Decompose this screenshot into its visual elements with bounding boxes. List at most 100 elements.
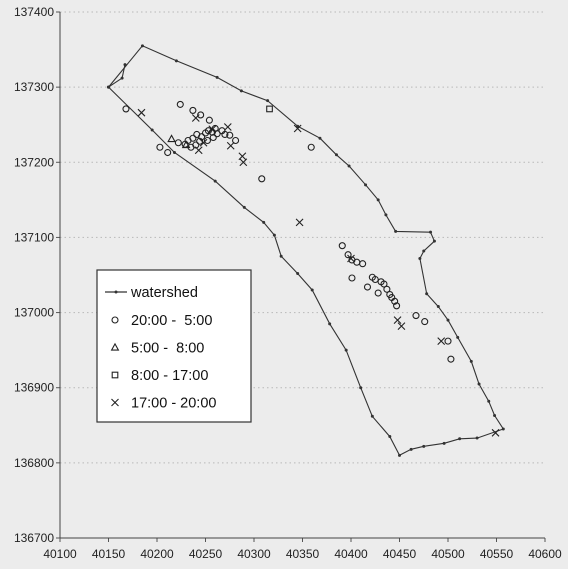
watershed-vertex [477, 382, 481, 386]
data-point-circle [421, 318, 429, 326]
watershed-vertex [422, 444, 426, 448]
watershed-vertex [359, 386, 363, 390]
legend-marker-circle [111, 316, 119, 324]
y-tick-label: 136800 [14, 456, 54, 470]
data-point-cross [393, 316, 402, 324]
data-point-triangle [167, 134, 176, 143]
watershed-vertex [394, 229, 398, 233]
y-tick-label: 137300 [14, 80, 54, 94]
watershed-vertex [442, 441, 446, 445]
watershed-vertex [422, 249, 426, 253]
legend-marker-square [111, 371, 119, 379]
watershed-vertex [501, 427, 505, 431]
data-point-circle [258, 175, 266, 183]
data-point-circle [393, 302, 401, 310]
axes [56, 11, 546, 542]
watershed-vertex [279, 254, 283, 258]
watershed-vertex [120, 76, 124, 80]
watershed-vertex [376, 198, 380, 202]
y-tick-label: 137100 [14, 230, 54, 244]
data-point-cross [226, 141, 235, 150]
x-tick-label: 40250 [189, 547, 223, 561]
legend-label-watershed: watershed [130, 285, 198, 301]
data-point-circle [391, 297, 399, 305]
watershed-vertex [409, 447, 413, 451]
watershed-vertex [318, 136, 322, 140]
legend-label: 5:00 - 8:00 [131, 341, 204, 357]
legend-watershed-vertex [114, 290, 118, 294]
watershed-vertex [347, 164, 351, 168]
watershed-vertex [334, 153, 338, 157]
watershed-vertex [487, 399, 491, 403]
data-point-cross [223, 123, 232, 131]
watershed-vertex [215, 75, 219, 79]
watershed-vertex [384, 213, 388, 217]
data-point-circle [226, 131, 234, 139]
legend-label: 20:00 - 5:00 [131, 313, 212, 329]
data-point-cross [347, 254, 355, 263]
data-point-circle [307, 143, 315, 151]
watershed-vertex [469, 359, 473, 363]
data-point-circle [122, 105, 130, 113]
watershed-vertex [310, 288, 314, 292]
x-tick-label: 40300 [237, 547, 271, 561]
legend-label: 17:00 - 20:00 [131, 396, 216, 412]
data-point-circle [189, 106, 197, 114]
data-point-circle [371, 275, 379, 284]
legend-marker-cross [111, 398, 119, 407]
x-tick-label: 40450 [383, 547, 417, 561]
y-tick-label: 136700 [14, 531, 54, 545]
data-point-cross [293, 124, 302, 133]
data-point-circle [221, 130, 229, 139]
watershed-vertex [493, 414, 497, 418]
watershed-vertex [123, 63, 127, 67]
watershed-vertex [475, 436, 479, 440]
data-point-circle [205, 116, 213, 124]
watershed-vertex [344, 348, 348, 352]
legend: watershed 20:00 - 5:00 5:00 - 8:00 8:00 - 1… [96, 269, 252, 423]
watershed-vertex [364, 183, 368, 187]
y-tick-label: 137000 [14, 306, 54, 320]
data-point-circle [344, 251, 352, 259]
watershed-vertex [388, 435, 392, 439]
x-tick-label: 40600 [528, 547, 562, 561]
y-tick-label: 137400 [14, 5, 54, 19]
data-points [122, 100, 500, 437]
data-point-circle [209, 133, 217, 142]
watershed-vertex [150, 128, 154, 132]
watershed-vertex [213, 179, 217, 183]
data-point-circle [374, 289, 382, 297]
data-point-cross [208, 125, 217, 134]
data-point-circle [412, 312, 420, 320]
watershed-vertex [425, 292, 429, 296]
watershed-vertex [242, 205, 246, 209]
data-point-cross [491, 428, 500, 437]
y-tick-label: 136900 [14, 381, 54, 395]
x-tick-label: 40550 [480, 547, 514, 561]
x-tick-label: 40400 [334, 547, 368, 561]
data-point-circle [383, 285, 391, 293]
data-point-circle [156, 143, 164, 151]
data-point-cross [295, 218, 304, 227]
watershed-vertex [262, 220, 266, 224]
x-tick-label: 40350 [286, 547, 320, 561]
data-point-circle [197, 111, 205, 119]
data-point-cross [239, 158, 248, 167]
data-point-circle [444, 337, 452, 345]
data-point-circle [176, 100, 184, 108]
watershed-vertex [172, 151, 176, 155]
data-point-circle [447, 355, 455, 363]
data-point-cross [191, 114, 200, 122]
data-point-cross [397, 322, 406, 330]
data-point-cross [194, 146, 203, 155]
data-point-cross [199, 138, 208, 147]
watershed-vertex [429, 230, 433, 234]
watershed-vertex [239, 89, 243, 93]
watershed-vertex [446, 318, 450, 322]
data-point-cross [437, 337, 446, 346]
legend-label: 8:00 - 17:00 [131, 368, 208, 384]
data-point-circle [232, 136, 240, 145]
watershed-vertex [174, 59, 178, 63]
